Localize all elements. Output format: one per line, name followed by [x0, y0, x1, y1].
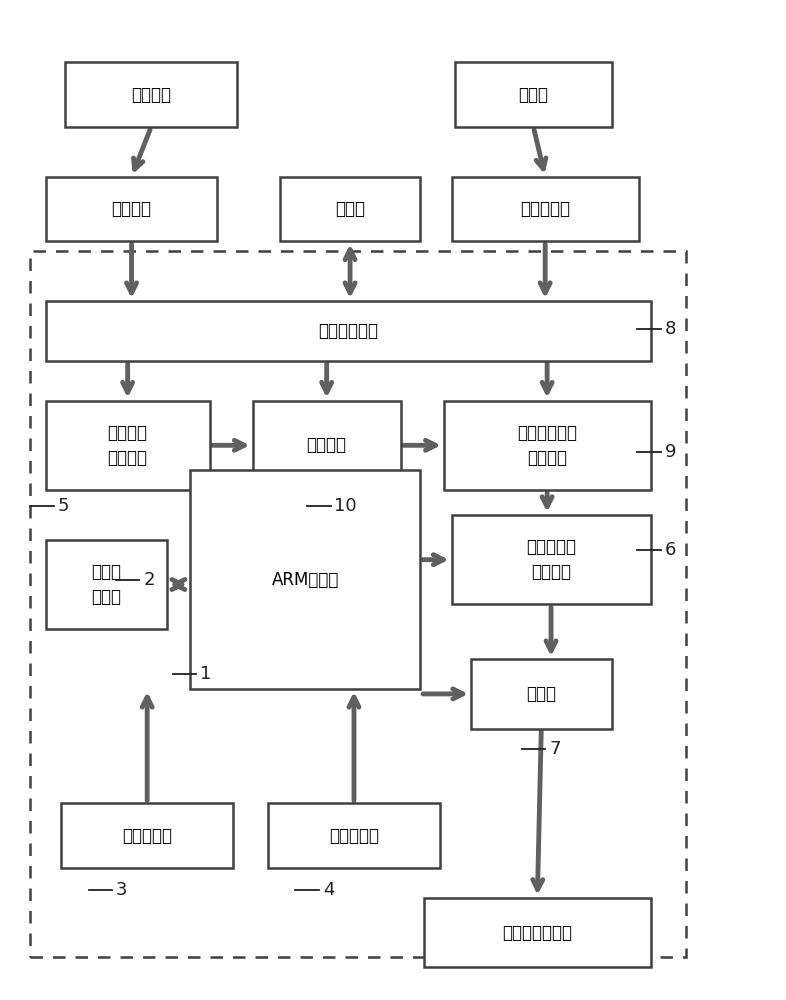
Text: 6: 6	[665, 541, 676, 559]
Text: 光敏传感器: 光敏传感器	[122, 827, 172, 845]
Text: 4: 4	[323, 881, 334, 899]
Text: 智能管线巡检仪: 智能管线巡检仪	[502, 924, 572, 942]
Text: 反向保护电路: 反向保护电路	[318, 322, 378, 340]
Text: 均衡电路: 均衡电路	[307, 436, 347, 454]
Text: 太阳光: 太阳光	[519, 86, 549, 104]
Bar	[30, 251, 685, 957]
Bar	[46, 401, 210, 490]
Text: 市电供电: 市电供电	[131, 86, 171, 104]
Bar	[268, 803, 440, 868]
Text: 1: 1	[200, 665, 211, 683]
Text: ARM处理器: ARM处理器	[271, 571, 339, 589]
Text: 7: 7	[549, 740, 560, 758]
Text: 太阳能电池: 太阳能电池	[520, 200, 570, 218]
Bar	[252, 401, 401, 490]
Text: 3: 3	[116, 881, 127, 899]
Bar	[46, 177, 218, 241]
Bar	[65, 62, 237, 127]
Bar	[455, 62, 612, 127]
Text: 10: 10	[335, 497, 357, 515]
Text: 开关电源: 开关电源	[112, 200, 152, 218]
Text: 蓄电池: 蓄电池	[335, 200, 365, 218]
Bar	[46, 301, 651, 361]
Text: 2: 2	[143, 571, 155, 589]
Text: 温度传感器: 温度传感器	[329, 827, 379, 845]
Bar	[471, 659, 612, 729]
Bar	[444, 401, 651, 490]
Text: 9: 9	[665, 443, 676, 461]
Bar	[424, 898, 651, 967]
Bar	[61, 803, 233, 868]
Text: 电压电流
采集电路: 电压电流 采集电路	[108, 424, 148, 467]
Text: 软开关: 软开关	[527, 685, 556, 703]
Bar	[280, 177, 421, 241]
Text: 按键显
示电路: 按键显 示电路	[91, 563, 121, 606]
Bar	[451, 515, 651, 604]
Text: 8: 8	[665, 320, 676, 338]
Bar	[46, 540, 167, 629]
Text: 充放电及供电
切换电路: 充放电及供电 切换电路	[517, 424, 577, 467]
Text: 稳压及短路
保护电路: 稳压及短路 保护电路	[526, 538, 576, 581]
Bar	[190, 470, 421, 689]
Text: 5: 5	[57, 497, 69, 515]
Bar	[451, 177, 639, 241]
